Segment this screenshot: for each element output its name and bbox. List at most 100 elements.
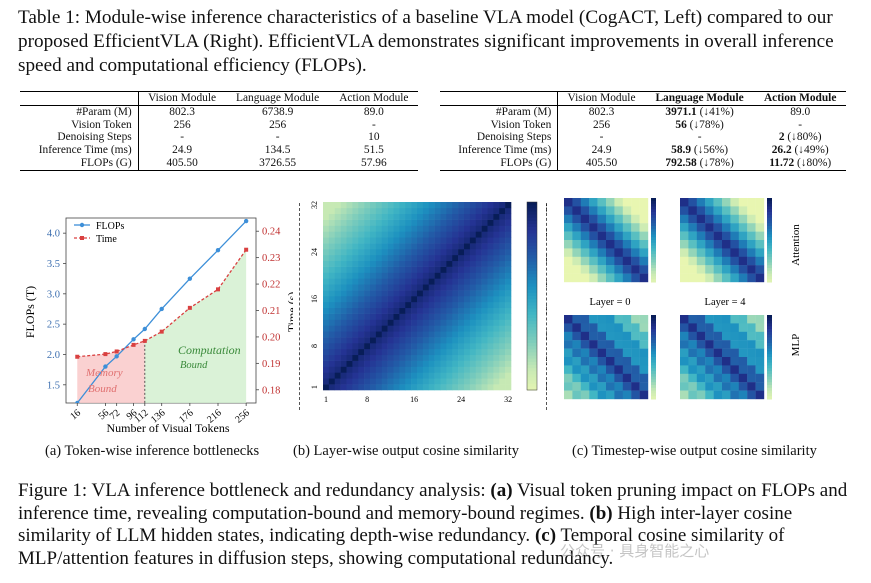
y-tick-right: 0.21 [262, 306, 280, 317]
y-tick-right: 0.22 [262, 280, 280, 291]
y-tick-left: 3.5 [47, 259, 60, 270]
chart-legend: FLOPs Time [74, 221, 124, 245]
legend-flops: FLOPs [96, 221, 124, 232]
table-row: Vision Token 256 256 - [20, 118, 418, 132]
table-cell: 405.50 [166, 156, 198, 169]
timestep-heatmap-panel [680, 198, 772, 283]
table-cell: 3726.55 [259, 156, 297, 169]
row-label: Inference Time (ms) [440, 144, 559, 157]
annotation-computation-bound: Bound [180, 360, 208, 371]
colorbar-tick: 0.6 [544, 305, 547, 315]
table-cell: - [798, 118, 803, 131]
figure-caption-prefix: Figure 1: VLA inference bottleneck and r… [18, 480, 491, 501]
table-header-cell: Vision Module [557, 91, 645, 106]
colorbar-tick: 0.4 [544, 356, 547, 366]
table-row: #Param (M) 802.3 6738.9 89.0 [20, 105, 418, 119]
y-tick: 24 [310, 248, 319, 256]
time-point [187, 305, 192, 310]
table-cell: 89.0 [790, 105, 811, 118]
table-cell: 58.9 (↓56%) [671, 144, 729, 157]
row-label: #Param (M) [20, 105, 139, 119]
row-label: Denoising Steps [440, 131, 559, 145]
colorbar-tick: 0.8 [544, 254, 547, 264]
table-caption: Table 1: Module-wise inference character… [18, 7, 834, 76]
flops-point [142, 326, 148, 332]
x-tick: 16 [68, 407, 83, 422]
y-tick: 8 [310, 344, 319, 348]
table-cell: 6738.9 [261, 105, 294, 118]
time-point [75, 354, 80, 359]
table-cell: 256 [173, 118, 191, 131]
table-cell: - [371, 118, 376, 131]
timestep-heatmap-panel [680, 315, 772, 400]
colorbar-tick: 0.3 [544, 381, 547, 391]
flops-point [103, 364, 108, 369]
table-cell: - [275, 131, 280, 144]
y-tick-left: 3.0 [47, 289, 60, 300]
y-tick-right: 0.19 [262, 359, 280, 370]
separator-c [546, 203, 547, 410]
flops-point [187, 276, 193, 281]
time-line [77, 249, 247, 358]
flops-point [215, 247, 221, 253]
table-row: Denoising Steps - - 10 [20, 131, 418, 145]
panel-label-layer4: Layer = 4 [705, 297, 747, 308]
colorbar-tick: 0.5 [544, 330, 547, 340]
caption-text-a: Visual token pruning impact on FLOPs and… [18, 480, 848, 524]
subcaption-a: (a) Token-wise inference bottlenecks [45, 443, 260, 459]
table-cell: 51.5 [363, 144, 384, 157]
y-tick: 32 [310, 201, 319, 209]
y-tick-right: 0.20 [262, 332, 280, 343]
time-point [159, 329, 164, 334]
efficientvla-table: Vision Module Language Module Action Mod… [440, 91, 846, 171]
timestep-similarity-heatmaps: Layer = 0 Layer = 4 Attention MLP [564, 198, 802, 400]
table-cell: - [599, 131, 604, 144]
flops-point [75, 400, 80, 403]
flops-point [243, 218, 249, 224]
row-label-attention: Attention [790, 224, 802, 266]
table-cell: - [697, 131, 702, 144]
computation-bound-region [144, 249, 247, 403]
table-cell: 3971.1 (↓41%) [665, 105, 734, 118]
token-bottleneck-chart: 1.5 2.0 2.5 3.0 3.5 4.0 0.18 0.19 0.20 0.21 0.22 0.… [23, 217, 293, 435]
caption-tag-b: (b) [589, 502, 613, 524]
x-tick: 16 [410, 395, 418, 404]
row-label: Denoising Steps [20, 131, 139, 145]
table-cell: 405.50 [585, 156, 618, 169]
table-cell: 24.9 [591, 144, 612, 157]
table-cell: 802.3 [588, 105, 615, 118]
table-header-cell: Action Module [329, 91, 418, 106]
separator-b [299, 203, 300, 410]
time-point [142, 338, 147, 343]
table-header-cell [20, 91, 139, 106]
baseline-table: Vision Module Language Module Action Mod… [20, 91, 418, 171]
flops-point [131, 337, 136, 342]
x-axis-label: Number of Visual Tokens [107, 421, 230, 435]
table-cell: 802.3 [169, 105, 195, 118]
table-header-cell: Action Module [754, 91, 846, 106]
colorbar-tick: 1.0 [544, 203, 547, 213]
timestep-heatmap-panel [564, 198, 656, 283]
memory-bound-region [77, 340, 145, 403]
y-tick-left: 2.5 [47, 320, 60, 331]
subcaption-c: (c) Timestep-wise output cosine similari… [572, 443, 817, 459]
panel-label-layer0: Layer = 0 [590, 297, 631, 308]
colorbar-tick: 0.7 [544, 279, 547, 289]
flops-point [159, 306, 164, 312]
time-point [114, 349, 119, 354]
table-cell: 89.0 [363, 105, 384, 118]
y-tick-left: 2.0 [47, 350, 60, 361]
table-cell: 24.9 [172, 144, 193, 157]
table-cell: 57.96 [361, 156, 387, 169]
x-tick: 24 [457, 395, 465, 404]
table-cell: 792.58 (↓78%) [665, 156, 734, 169]
flops-point [114, 354, 119, 359]
table-cell: 256 [269, 118, 287, 131]
caption-text-c: Temporal cosine similarity of MLP/attent… [18, 525, 785, 569]
time-point [103, 352, 108, 357]
y-axis-right-label: Time (s) [285, 292, 293, 333]
table-cell: 134.5 [264, 144, 291, 157]
table-cell: 26.2 (↓49%) [771, 144, 829, 157]
table-row: Inference Time (ms) 24.9 58.9 (↓56%) 26.2 (… [440, 144, 846, 157]
figure-caption: Figure 1: VLA inference bottleneck and r… [18, 480, 853, 570]
